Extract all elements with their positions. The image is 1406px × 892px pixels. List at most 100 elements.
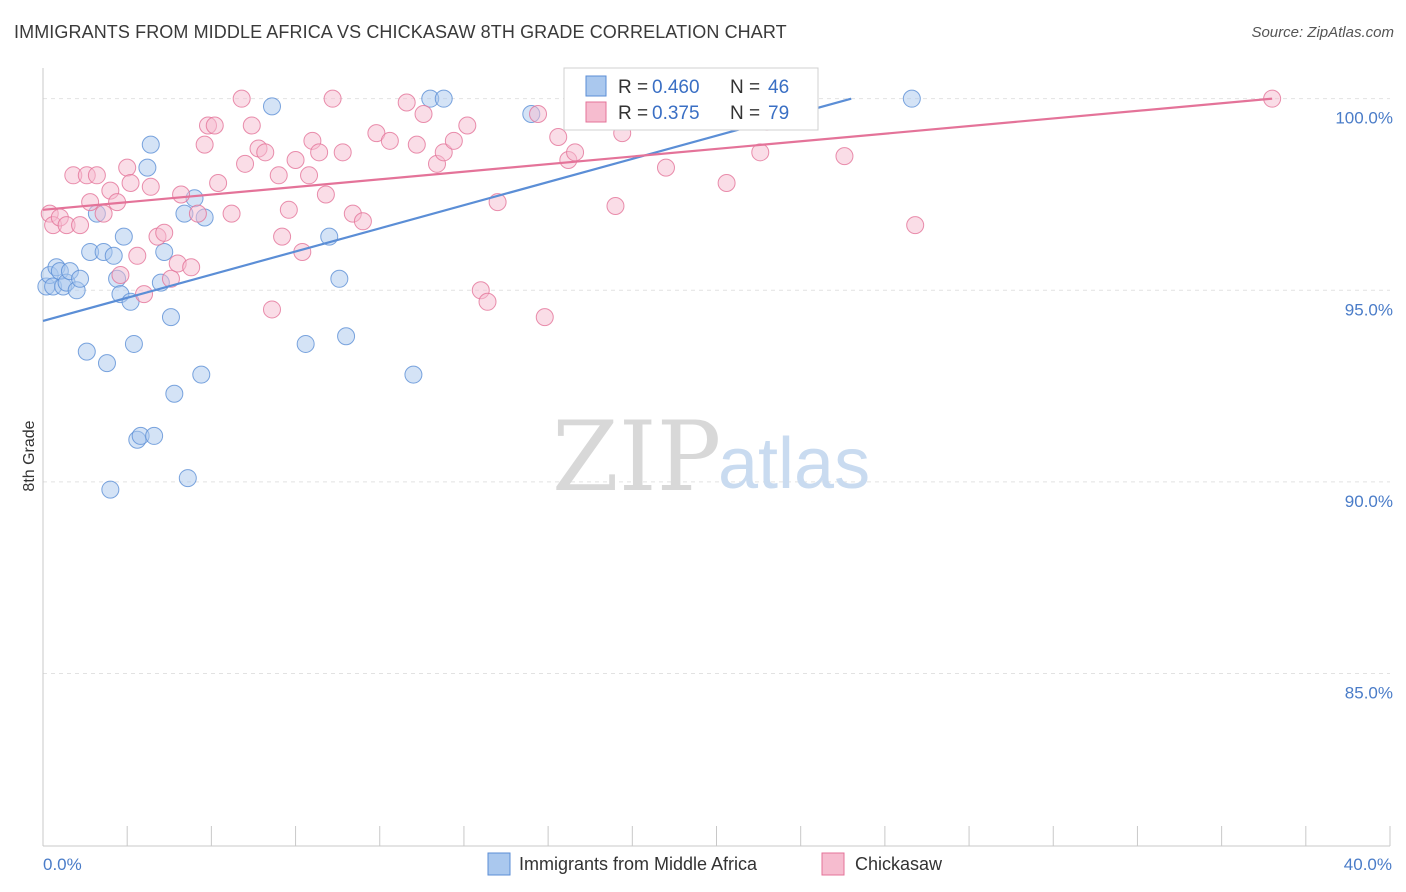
- series-1-point-37: [296, 334, 315, 353]
- series-2-point-32: [242, 116, 261, 135]
- series-1-point-36: [262, 97, 281, 116]
- series-2-point-14: [121, 173, 140, 192]
- watermark: ZIP atlas: [552, 401, 870, 513]
- watermark-zip: ZIP: [552, 401, 721, 513]
- series-1-point-10: [77, 342, 96, 361]
- series-2-point-20: [161, 269, 180, 288]
- series-2-point-45: [323, 89, 342, 108]
- series-2-point-44: [316, 185, 335, 204]
- y-tick-label-1: 95.0%: [1345, 300, 1393, 319]
- series-2-point-31: [236, 154, 255, 173]
- legend-r-label-1: R =: [618, 77, 648, 98]
- watermark-atlas: atlas: [718, 424, 870, 504]
- series-2-point-72: [717, 173, 736, 192]
- series-2-point-52: [407, 135, 426, 154]
- series-1-point-25: [141, 135, 160, 154]
- series-2-point-55: [434, 143, 453, 162]
- series-2-point-65: [566, 143, 585, 162]
- trend-line-2: [42, 97, 1273, 211]
- series-1-point-24: [138, 158, 157, 177]
- series-2-point-50: [380, 131, 399, 150]
- y-axis-title: 8th Grade: [21, 420, 38, 491]
- x-tick-label-end: 40.0%: [1344, 855, 1392, 874]
- legend-swatch-pink: [585, 101, 607, 123]
- series-1-point-9: [71, 269, 90, 288]
- series-1-points: [37, 89, 921, 499]
- trend-line-1: [42, 97, 852, 323]
- series-2-point-61: [529, 104, 548, 123]
- series-2-point-24: [188, 204, 207, 223]
- x-tick-label-start: 0.0%: [43, 855, 82, 874]
- series-2-point-23: [182, 258, 201, 277]
- series-2-point-38: [279, 200, 298, 219]
- series-2-point-39: [286, 150, 305, 169]
- legend-n-label-2: N =: [730, 103, 760, 124]
- series-legend-swatch-blue: [487, 852, 511, 876]
- series-1-point-39: [330, 269, 349, 288]
- legend-n-value-2: 79: [768, 103, 789, 124]
- series-2-point-25: [195, 135, 214, 154]
- series-2-point-13: [118, 158, 137, 177]
- legend-n-label-1: N =: [730, 77, 760, 98]
- series-1-point-43: [434, 89, 453, 108]
- series-2-point-63: [549, 127, 568, 146]
- series-2-point-35: [262, 300, 281, 319]
- series-2-point-9: [94, 204, 113, 223]
- legend-r-value-2: 0.375: [652, 103, 700, 124]
- series-2-point-46: [333, 143, 352, 162]
- series-1-point-19: [114, 227, 133, 246]
- series-2-point-76: [835, 147, 854, 166]
- series-1-point-32: [178, 469, 197, 488]
- series-1-point-45: [902, 89, 921, 108]
- y-tick-label-0: 100.0%: [1335, 109, 1393, 128]
- series-1-point-28: [155, 242, 174, 261]
- stats-legend: R = 0.460 N = 46 R = 0.375 N = 79: [563, 67, 819, 131]
- legend-r-value-1: 0.460: [652, 77, 700, 98]
- series-2-point-17: [141, 177, 160, 196]
- series-1-point-16: [104, 246, 123, 265]
- series-legend-label-2: Chickasaw: [855, 854, 943, 874]
- series-2-point-27: [205, 116, 224, 135]
- series-2-point-56: [444, 131, 463, 150]
- series-legend-label-1: Immigrants from Middle Africa: [519, 854, 758, 874]
- legend-r-label-2: R =: [618, 103, 648, 124]
- series-2-point-36: [269, 166, 288, 185]
- series-2-point-30: [232, 89, 251, 108]
- legend-swatch-blue: [585, 75, 607, 97]
- chart-source: Source: ZipAtlas.com: [1251, 24, 1394, 41]
- series-2-point-12: [111, 265, 130, 284]
- series-legend: Immigrants from Middle Africa Chickasaw: [487, 852, 943, 876]
- series-2-point-7: [81, 193, 100, 212]
- series-2-point-5: [71, 216, 90, 235]
- series-2-point-74: [751, 143, 770, 162]
- series-2-point-70: [656, 158, 675, 177]
- y-tick-labels: 100.0% 95.0% 90.0% 85.0%: [1335, 109, 1393, 703]
- y-tick-label-2: 90.0%: [1345, 492, 1393, 511]
- series-2-point-15: [128, 246, 147, 265]
- series-2-point-57: [458, 116, 477, 135]
- series-2-point-43: [310, 143, 329, 162]
- series-2-point-19: [155, 223, 174, 242]
- series-2-point-34: [256, 143, 275, 162]
- series-2-point-29: [222, 204, 241, 223]
- series-1-point-15: [101, 480, 120, 499]
- series-2-point-28: [209, 173, 228, 192]
- series-legend-swatch-pink: [821, 852, 845, 876]
- series-2-point-62: [535, 308, 554, 327]
- series-2-point-49: [367, 124, 386, 143]
- series-1-point-34: [192, 365, 211, 384]
- series-1-point-14: [97, 354, 116, 373]
- series-2-point-48: [353, 212, 372, 231]
- series-2-point-59: [478, 292, 497, 311]
- series-1-point-30: [165, 384, 184, 403]
- series-2-point-41: [300, 166, 319, 185]
- series-1-point-29: [161, 308, 180, 327]
- series-2-point-77: [906, 216, 925, 235]
- series-2-point-22: [172, 185, 191, 204]
- series-1-point-41: [404, 365, 423, 384]
- series-1-point-21: [124, 334, 143, 353]
- gridlines: [43, 98, 1390, 675]
- x-ticks: [42, 826, 1391, 846]
- series-2-point-53: [414, 104, 433, 123]
